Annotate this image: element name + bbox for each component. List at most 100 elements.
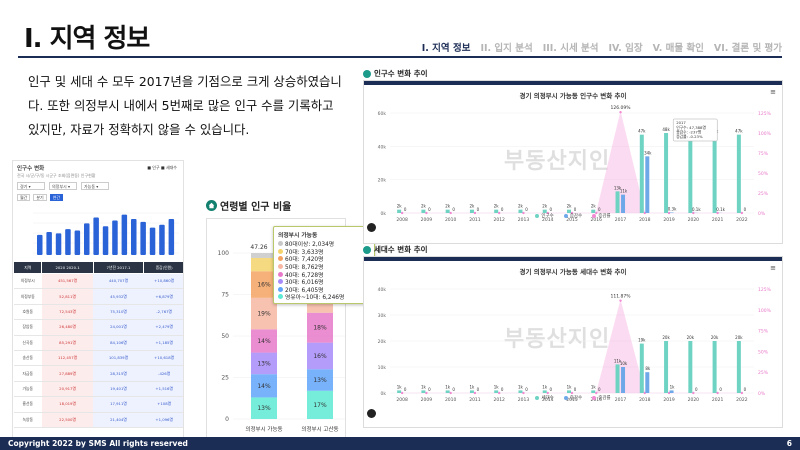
bar-label: 2k: [397, 204, 403, 209]
bar-label: 0: [598, 387, 601, 392]
bar-label: 0: [549, 207, 552, 212]
table-cell: 가능동: [13, 381, 42, 398]
y-tick-label: 40k: [378, 144, 387, 150]
mini-subtitle: 전국 시/군/구/동 시군구 조회(읍면동) 인구현황: [17, 173, 96, 178]
mini-tab-3[interactable]: 연간: [49, 194, 64, 201]
table-cell: 신곡동: [13, 335, 42, 351]
table-cell: +2,479명: [143, 319, 183, 336]
bar-label: 0: [404, 207, 407, 212]
bar-label: 0: [574, 387, 577, 392]
x-tick-label: 2009: [421, 217, 433, 223]
bar-label: 2k: [494, 204, 500, 209]
household-bar-chart: 0k 10k 20k 30k 40k 0% 25% 50% 75% 100% 125% 111.87%…: [378, 287, 772, 403]
bar-label: 2k: [469, 204, 475, 209]
y-tick-label: 60k: [378, 111, 387, 117]
bar-증감수: [669, 212, 674, 213]
mini-tab-2[interactable]: 분기: [33, 194, 47, 201]
y2-tick-label: 0%: [758, 391, 766, 397]
menu-icon[interactable]: ≡: [770, 264, 776, 272]
mini-select-2[interactable]: 의정부시 ▾: [49, 182, 77, 190]
legend-item[interactable]: 인구수: [535, 213, 554, 219]
legend-dot: [278, 248, 283, 254]
nav-item-4[interactable]: IV. 임장: [608, 43, 643, 54]
title-divider: [18, 56, 782, 58]
rate-label: 126.09%: [611, 105, 632, 111]
table-row: 자금동 27,889명 28,315명 -426명: [13, 365, 183, 382]
table-row: 의정부동 52,811명 45,932명 +6,879명: [13, 288, 183, 305]
watermark: 부동산지인: [504, 327, 611, 352]
legend-item[interactable]: 세대수: [535, 395, 554, 401]
bar-label: 0: [501, 387, 504, 392]
y-tick-label: 0: [225, 416, 229, 423]
table-cell: 75,310명: [93, 304, 144, 321]
age-section-label: 연령별 인구 비율: [206, 198, 291, 213]
segment-label: 18%: [313, 325, 327, 332]
bar-인구수: [494, 209, 499, 213]
menu-icon[interactable]: ≡: [770, 88, 776, 96]
legend-item[interactable]: 증감수: [563, 395, 582, 401]
x-tick-label: 2011: [469, 217, 481, 223]
segment-label: 13%: [313, 377, 327, 384]
nav-item-2[interactable]: II. 입지 분석: [480, 43, 533, 54]
population-app-screenshot: 인구수 변화 전국 시/군/구/동 시군구 조회(읍면동) 인구현황 ■ 인구 …: [12, 160, 184, 442]
bar-세대수: [397, 390, 402, 393]
rate-point: [473, 211, 477, 215]
mini-bar: [93, 217, 99, 255]
mini-tab-1[interactable]: 월간: [17, 194, 31, 201]
legend-item[interactable]: 증감률: [592, 395, 611, 401]
rate-point: [619, 111, 622, 114]
section-nav: I. 지역 정보 II. 입지 분석 III. 시세 분석 IV. 임장 V. 매물 확…: [422, 40, 782, 54]
table-cell: 101,839명: [93, 350, 144, 367]
mini-select-3[interactable]: 가능동 ▾: [81, 182, 109, 190]
bar-label: 0: [452, 207, 455, 212]
household-panel: 경기 의정부시 가능동 세대수 변화 추이 ≡ 부동산지인 0k 10k 20k 30…: [363, 256, 783, 428]
rate-point: [692, 211, 695, 215]
mini-bar: [55, 233, 62, 255]
population-legend: 인구수 증감수 증감률: [364, 213, 782, 219]
mini-tabs: 월간 분기 연간: [13, 192, 183, 203]
table-row: 장암동 26,480명 24,001명 +2,479명: [13, 319, 183, 336]
bar-label: 13k: [614, 185, 622, 190]
legend-item[interactable]: 증감수: [563, 213, 582, 219]
bar-label: 0.1k: [692, 207, 701, 212]
legend-dot: [563, 214, 568, 218]
tooltip-row: 40대: 6,728명: [278, 270, 370, 279]
bar-label: 47k: [735, 129, 743, 134]
bar-label: 10k: [620, 361, 628, 366]
x-tick-label: 2013: [518, 397, 530, 403]
bar-label: 0: [598, 207, 601, 212]
tooltip-row: 60대: 7,420명: [278, 255, 370, 263]
mini-select-1[interactable]: 경기 ▾: [17, 182, 45, 190]
rate-label: 111.87%: [611, 294, 632, 300]
tooltip-line: 증감률: -0.23%: [676, 134, 703, 139]
table-cell: 26,480명: [41, 319, 94, 336]
nav-item-1[interactable]: I. 지역 정보: [421, 43, 471, 54]
legend-item[interactable]: 증감률: [592, 213, 611, 219]
table-cell: 24,001명: [93, 319, 144, 336]
legend-dot: [535, 396, 540, 400]
mini-table-header: 지역: [13, 261, 43, 274]
bar-label: 0: [477, 207, 480, 212]
mini-table-header: 7년전 2017.1: [92, 261, 145, 274]
nav-item-5[interactable]: V. 매물 확인: [652, 43, 704, 54]
nav-item-3[interactable]: III. 시세 분석: [542, 43, 599, 54]
table-cell: +1,516명: [143, 381, 183, 398]
segment-label: 19%: [257, 311, 271, 318]
rate-point: [449, 211, 452, 215]
x-tick-label: 2008: [396, 217, 408, 223]
legend-dot: [278, 279, 283, 285]
nav-item-6[interactable]: VI. 결론 및 평가: [713, 43, 782, 54]
rate-point: [667, 211, 671, 215]
bar-세대수: [736, 341, 741, 393]
table-cell: 22,500명: [41, 412, 94, 428]
table-row: 의정부시 451,567명 440,707명 +10,860명: [13, 273, 183, 290]
stack-segment: [251, 257, 277, 272]
table-cell: 27,889명: [41, 365, 94, 382]
table-cell: 451,567명: [41, 273, 94, 290]
y2-tick-label: 50%: [758, 349, 769, 355]
bar-인구수: [469, 209, 474, 213]
table-cell: 녹양동: [13, 412, 42, 428]
stack-segment: [307, 312, 333, 343]
table-cell: 19,401명: [93, 381, 144, 398]
table-cell: 112,457명: [41, 350, 94, 367]
